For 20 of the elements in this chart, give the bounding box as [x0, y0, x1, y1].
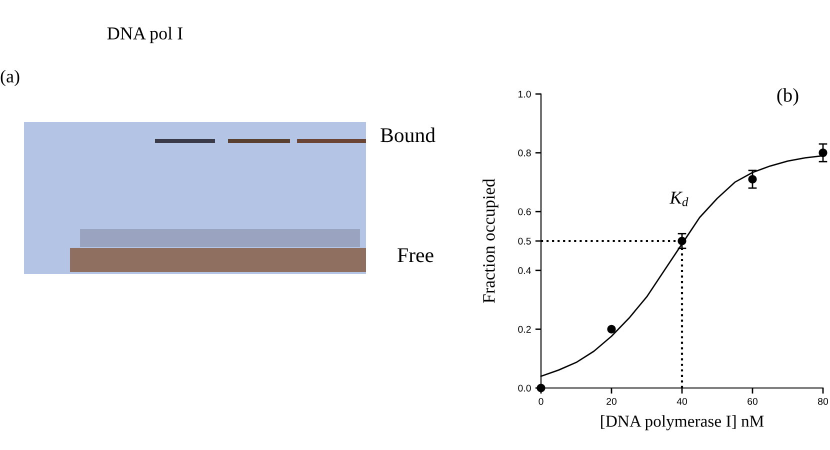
x-tick-label: 20 — [606, 398, 617, 405]
y-tick-label: 0.0 — [518, 384, 531, 392]
text: DNA pol I — [107, 26, 182, 44]
x-tick-label: 60 — [748, 398, 758, 405]
x-tick-label: 40 — [676, 398, 688, 405]
text: Bound — [380, 128, 436, 142]
y-tick-label: 1.0 — [518, 90, 531, 98]
x-tick-label: 80 — [818, 398, 828, 405]
y-tick-label: 0.8 — [518, 150, 531, 156]
text: (a) — [0, 70, 20, 86]
y-tick-label: 0.2 — [518, 326, 531, 333]
y-axis-title: Fraction occupied — [482, 178, 498, 303]
x-tick-label: 0 — [538, 398, 544, 405]
annotation: K$_{d}$ — [670, 192, 688, 206]
y-tick-label: 0.5 — [518, 238, 531, 245]
y-tick-label: 0.4 — [518, 267, 531, 274]
x-axis-title: [DNA polymerase I] nM — [601, 415, 764, 430]
annotation: (b) — [777, 88, 798, 106]
text: Free — [398, 248, 434, 262]
y-tick-label: 0.6 — [518, 208, 531, 216]
